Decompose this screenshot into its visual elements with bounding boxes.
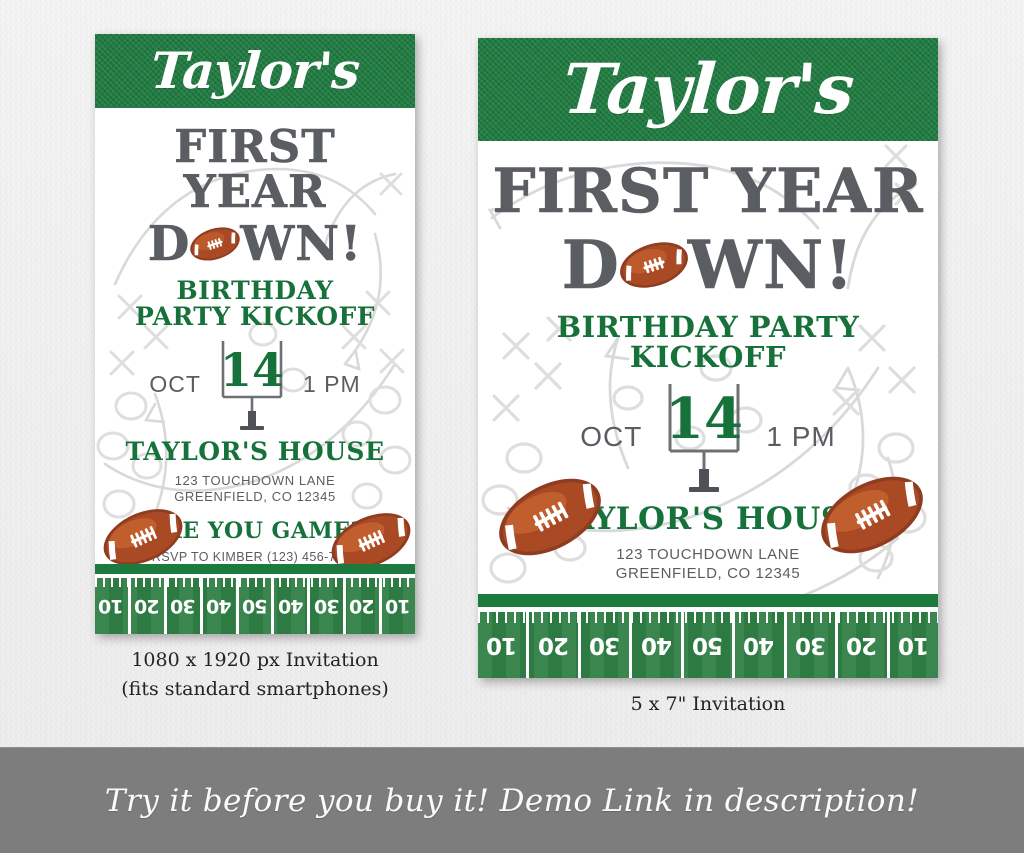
address-line-2: GREENFIELD, CO 12345 [174,489,336,505]
headline-down: D WN! [95,216,415,272]
field-yard-marker: 20 [838,612,890,678]
kickoff-title: BIRTHDAY PARTY KICKOFF [556,310,860,375]
field-top-bar [95,564,415,574]
field-yard-marker: 20 [131,578,167,634]
field-yard-number: 40 [744,632,775,658]
date-row: OCT 14 1 PM [580,379,835,495]
field-yard-number: 40 [641,632,672,658]
field-yard-number: 30 [314,595,340,617]
field-yard-marker: 10 [890,612,938,678]
football-field-footer: 10 20 30 40 50 40 30 20 10 [95,564,415,634]
kickoff-title-line2: PARTY KICKOFF [134,302,376,332]
invitation-card-large[interactable]: Taylor's FIRST YEAR D [478,38,938,678]
field-yard-marker: 30 [167,578,203,634]
field-yard-marker: 30 [581,612,633,678]
field-top-bar [478,594,938,607]
header-band: Taylor's [478,38,938,141]
headline-down-prefix: D [147,216,191,272]
address-block: 123 TOUCHDOWN LANE GREENFIELD, CO 12345 [95,473,415,506]
football-icon-right [320,499,415,583]
field-yard-marker: 40 [735,612,787,678]
field-yard-number: 30 [795,632,826,658]
date-month: OCT [149,371,201,397]
field-yard-number: 40 [206,595,232,617]
headline-down-prefix: D [561,226,620,304]
field-yard-marker: 10 [478,612,530,678]
field-yard-marker: 50 [684,612,736,678]
field-yard-marker: 40 [632,612,684,678]
headline-first-year: FIRST YEAR [174,120,336,218]
field-yard-marker: 20 [346,578,383,634]
field-yard-number: 40 [278,595,304,617]
cta-text: ARE YOU GAME? [146,517,364,544]
headline-down-suffix: WN! [687,226,855,304]
address-line-2: GREENFIELD, CO 12345 [615,565,801,583]
date-day-text: 14 [665,386,743,452]
date-time: 1 PM [766,420,836,452]
field-turf: 10 20 30 40 50 40 30 20 10 [95,578,415,634]
field-yard-number: 30 [590,632,621,658]
football-icon [617,239,691,291]
field-yard-number: 10 [898,632,929,658]
field-yard-marker: 20 [529,612,581,678]
venue-name: TAYLOR'S HOUSE [125,436,385,466]
field-turf: 10 20 30 40 50 40 30 20 10 [478,612,938,678]
date-row: OCT 14 1 PM [149,337,360,433]
field-yard-number: 20 [350,595,375,617]
headline-first-year: FIRST YEAR [492,156,924,227]
date-month: OCT [580,420,643,452]
field-yard-number: 50 [692,632,723,658]
promo-banner: Try it before you buy it! Demo Link in d… [0,747,1024,853]
field-yard-number: 20 [847,632,878,658]
rsvp-phone: RSVP TO KIMBER (123) 456-7890 [151,549,359,564]
field-yard-number: 10 [386,595,411,617]
kickoff-title-line1: BIRTHDAY [176,276,334,305]
field-yard-number: 50 [242,595,268,617]
date-time: 1 PM [302,371,361,397]
field-yard-marker: 30 [787,612,839,678]
headline-down-suffix: WN! [240,216,363,272]
field-yard-number: 30 [171,595,196,617]
celebrant-name: Taylor's [560,49,856,130]
date-block: OCT 14 1 PM [95,337,415,433]
caption-large-card: 5 x 7" Invitation [508,690,908,719]
football-field-footer: 10 20 30 40 50 40 30 20 10 [478,594,938,678]
celebrant-name: Taylor's [148,41,362,100]
caption-small-line-2: (fits standard smartphones) [121,678,389,701]
date-day-text: 14 [220,343,284,397]
caption-large-line-1: 5 x 7" Invitation [630,693,786,715]
header-band: Taylor's [95,34,415,108]
invitation-card-small[interactable]: Taylor's FIRST YEAR D [95,34,415,634]
field-yard-number: 10 [487,632,518,658]
field-yard-marker: 10 [95,578,131,634]
caption-small-card: 1080 x 1920 px Invitation (fits standard… [72,646,438,705]
caption-small-line-1: 1080 x 1920 px Invitation [131,649,379,671]
field-yard-marker: 10 [382,578,415,634]
promo-banner-text: Try it before you buy it! Demo Link in d… [104,782,920,819]
field-yard-number: 20 [538,632,569,658]
field-yard-marker: 40 [274,578,311,634]
headline-down: D WN! [478,226,938,304]
field-yard-marker: 40 [203,578,239,634]
field-yard-marker: 50 [239,578,275,634]
football-icon [188,225,242,263]
address-line-1: 123 TOUCHDOWN LANE [174,472,336,488]
field-yard-number: 20 [135,595,160,617]
field-yard-marker: 30 [310,578,347,634]
goalpost-icon: 14 [207,337,297,433]
goalpost-icon: 14 [650,379,758,495]
field-yard-number: 10 [99,595,124,617]
